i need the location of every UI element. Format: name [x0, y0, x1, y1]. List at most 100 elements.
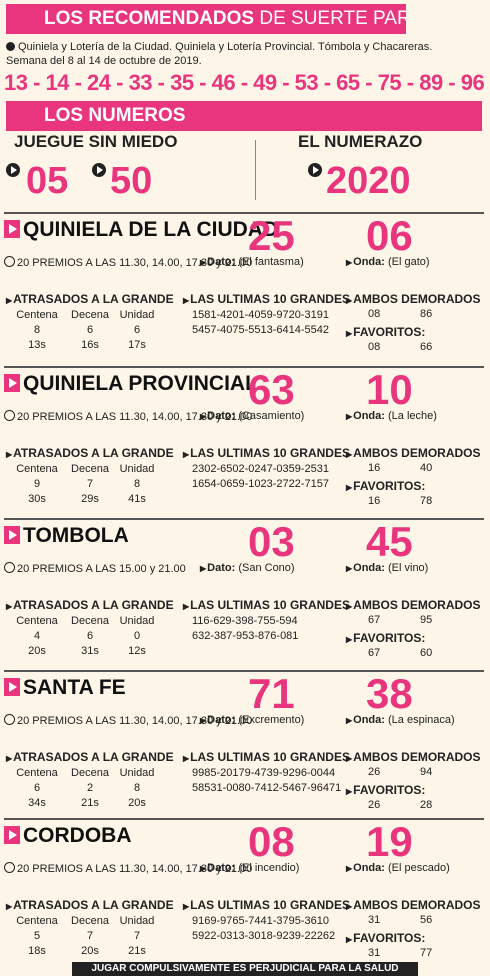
unidad-value: 8 — [133, 478, 141, 490]
divider — [255, 140, 256, 200]
decena-column: Decena 6 16s — [65, 308, 115, 353]
play-icon — [4, 526, 20, 544]
ambos-heading: AMBOS DEMORADOS — [346, 598, 480, 612]
favoritos-value-2: 78 — [420, 495, 433, 507]
bullet-icon — [6, 42, 15, 51]
unidad-weeks: 20s — [128, 797, 146, 809]
onda-value: (La leche) — [388, 410, 437, 422]
section-title: CORDOBA — [4, 824, 132, 848]
banner-title: LOS RECOMENDADOS — [44, 8, 255, 29]
ultimas-line-1: 9169-9765-7441-3795-3610 — [192, 915, 330, 927]
decena-column: Decena 6 31s — [65, 614, 115, 659]
game-section: CORDOBA 08 19 20 PREMIOS A LAS 11.30, 14… — [0, 818, 490, 970]
dato: Dato: (Casamiento) — [200, 410, 304, 422]
dato-label: Dato: — [200, 714, 235, 726]
premios-label: 20 PREMIOS A LAS 11.30, 14.00, 17.30 y 2… — [17, 411, 253, 423]
ambos-heading: AMBOS DEMORADOS — [346, 898, 480, 912]
ultimas-line-2: 1654-0659-1023-2722-7157 — [192, 478, 330, 490]
ultimas-heading: LAS ULTIMAS 10 GRANDES — [183, 750, 350, 764]
section-title-text: TOMBOLA — [23, 524, 129, 547]
ambos-value-2: 40 — [420, 462, 433, 474]
dato: Dato: (El incendio) — [200, 862, 299, 874]
centena-value: 5 — [33, 930, 41, 942]
ambos-value-1: 08 — [368, 308, 381, 320]
dato-value: (Excremento) — [238, 714, 305, 726]
dato-number: 08 — [248, 818, 295, 865]
ultimas-line-1: 2302-6502-0247-0359-2531 — [192, 463, 330, 475]
centena-value: 6 — [33, 782, 41, 794]
unidad-weeks: 21s — [128, 945, 146, 957]
decena-value: 7 — [86, 930, 94, 942]
ambos-heading: AMBOS DEMORADOS — [346, 292, 480, 306]
onda: Onda: (El pescado) — [346, 862, 450, 874]
favoritos-value-1: 31 — [368, 947, 381, 959]
ambos-heading: AMBOS DEMORADOS — [346, 750, 480, 764]
unidad-value: 7 — [133, 930, 141, 942]
decena-weeks: 29s — [81, 493, 99, 505]
ultimas-values: 9169-9765-7441-3795-3610 5922-0313-3018-9… — [192, 914, 335, 944]
dato-label: Dato: — [200, 562, 235, 574]
juegue-sin-miedo-label: JUEGUE SIN MIEDO — [14, 132, 178, 151]
play-icon — [4, 220, 20, 238]
intro-line-2: Semana del 8 al 14 de octubre de 2019. — [6, 55, 202, 67]
favoritos-value-2: 66 — [420, 341, 433, 353]
onda-number: 19 — [366, 818, 413, 865]
unidad-column: Unidad 8 20s — [112, 766, 162, 811]
premios-label: 20 PREMIOS A LAS 15.00 y 21.00 — [17, 563, 186, 575]
unidad-value: 8 — [133, 782, 141, 794]
decena-value: 7 — [86, 478, 94, 490]
section-divider — [4, 818, 484, 820]
clock-icon — [4, 714, 15, 725]
dato-value: (El fantasma) — [238, 256, 304, 268]
decena-weeks: 21s — [81, 797, 99, 809]
decena-weeks: 16s — [81, 339, 99, 351]
favoritos-heading: FAVORITOS: — [346, 783, 425, 797]
unidad-weeks: 41s — [128, 493, 146, 505]
onda-label: Onda: — [346, 862, 385, 874]
onda-value: (El gato) — [388, 256, 430, 268]
favoritos-value-1: 26 — [368, 799, 381, 811]
favoritos-value-2: 60 — [420, 647, 433, 659]
play-icon — [92, 163, 106, 177]
ultimas-line-1: 9985-20179-4739-9296-0044 — [192, 767, 336, 779]
centena-column: Centena 4 20s — [12, 614, 62, 659]
play-icon — [4, 826, 20, 844]
ultimas-heading: LAS ULTIMAS 10 GRANDES — [183, 598, 350, 612]
clock-icon — [4, 862, 15, 873]
dato-value: (San Cono) — [238, 562, 295, 574]
centena-label: Centena — [16, 915, 58, 927]
unidad-label: Unidad — [119, 309, 155, 321]
unidad-weeks: 17s — [128, 339, 146, 351]
unidad-label: Unidad — [119, 915, 155, 927]
favoritos-heading: FAVORITOS: — [346, 931, 425, 945]
game-section: QUINIELA PROVINCIAL 63 10 20 PREMIOS A L… — [0, 366, 490, 518]
recommended-numbers: 13 - 14 - 24 - 33 - 35 - 46 - 49 - 53 - … — [4, 70, 485, 95]
decena-label: Decena — [71, 463, 109, 475]
onda-label: Onda: — [346, 562, 385, 574]
unidad-column: Unidad 6 17s — [112, 308, 162, 353]
dato-value: (Casamiento) — [238, 410, 305, 422]
dato-number: 71 — [248, 670, 295, 717]
premios-text: 20 PREMIOS A LAS 15.00 y 21.00 — [4, 562, 186, 575]
centena-label: Centena — [16, 615, 58, 627]
unidad-weeks: 12s — [128, 645, 146, 657]
ambos-value-1: 16 — [368, 462, 381, 474]
section-title: TOMBOLA — [4, 524, 129, 548]
onda-label: Onda: — [346, 410, 385, 422]
decena-weeks: 31s — [81, 645, 99, 657]
unidad-label: Unidad — [119, 615, 155, 627]
atrasados-heading: ATRASADOS A LA GRANDE — [6, 898, 173, 912]
footer-warning: JUGAR COMPULSIVAMENTE ES PERJUDICIAL PAR… — [72, 962, 418, 976]
ambos-value-2: 95 — [420, 614, 433, 626]
onda-label: Onda: — [346, 256, 385, 268]
clock-icon — [4, 562, 15, 573]
decena-label: Decena — [71, 309, 109, 321]
ambos-value-1: 31 — [368, 914, 381, 926]
premios-label: 20 PREMIOS A LAS 11.30, 14.00, 17.30 y 2… — [17, 715, 253, 727]
play-icon — [4, 374, 20, 392]
centena-column: Centena 5 18s — [12, 914, 62, 959]
premios-text: 20 PREMIOS A LAS 11.30, 14.00, 17.30 y 2… — [4, 714, 252, 727]
jsm-number-2: 50 — [110, 160, 153, 202]
game-section: QUINIELA DE LA CIUDAD 25 06 20 PREMIOS A… — [0, 212, 490, 364]
decena-column: Decena 7 29s — [65, 462, 115, 507]
